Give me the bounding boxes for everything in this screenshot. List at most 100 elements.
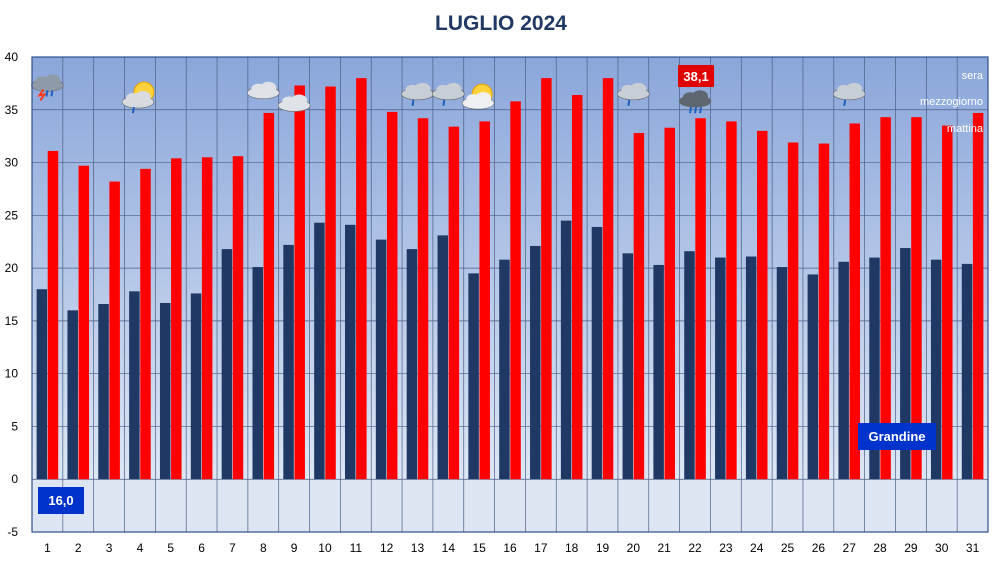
bar-max-temp [356,78,367,480]
bar-max-temp [633,133,645,480]
bar-min-temp [591,226,603,480]
bar-min-temp [900,248,911,480]
bar-max-temp [757,130,768,480]
x-tick-label: 18 [565,541,579,555]
bar-max-temp [849,123,861,480]
bar-max-temp [972,112,984,480]
min-value-label: 16,0 [48,493,73,508]
bar-max-temp [695,118,706,480]
bar-min-temp [869,257,880,480]
sun-cloud-icon [461,83,495,110]
y-tick-label: 15 [5,314,19,328]
x-tick-label: 9 [291,541,298,555]
bar-max-temp [47,150,59,480]
bar-min-temp [159,302,171,480]
bar-min-temp [838,261,849,480]
bar-min-temp [437,235,449,480]
rain-cloud-icon [401,82,434,106]
bar-min-temp [745,256,757,480]
bar-max-temp [78,165,90,480]
hail-note-badge [858,423,936,450]
cloud-icon [246,81,280,100]
bar-min-temp [67,310,78,480]
bar-min-temp [221,249,233,480]
bar-min-temp [930,259,942,480]
x-tick-label: 5 [167,541,174,555]
x-tick-label: 1 [44,541,51,555]
bar-max-temp [664,127,675,480]
x-tick-label: 10 [318,541,332,555]
x-tick-label: 25 [781,541,795,555]
bar-min-temp [129,291,140,480]
cloud-icon [277,94,311,112]
sun-cloud-rain-icon [121,81,155,114]
bar-min-temp [468,273,479,480]
x-tick-label: 3 [106,541,113,555]
bar-max-temp [325,86,336,480]
plot-border [31,56,989,533]
bar-max-temp [448,126,460,480]
y-tick-label: -5 [7,525,18,539]
bar-max-temp [571,95,583,480]
bar-min-temp [499,259,510,480]
bar-min-temp [345,224,356,480]
y-tick-label: 20 [5,261,19,275]
x-tick-label: 16 [503,541,517,555]
x-tick-label: 19 [596,541,610,555]
bar-max-temp [479,121,490,480]
x-tick-label: 13 [411,541,425,555]
bar-max-temp [263,112,275,480]
bar-max-temp [510,101,521,480]
hail-note-label: Grandine [868,429,925,444]
bar-max-temp [541,78,552,480]
bar-max-temp [726,121,737,480]
max-value-badge [678,65,715,87]
bar-min-temp [715,257,726,480]
rain-cloud-icon [617,82,650,106]
bar-max-temp [818,143,830,480]
bar-min-temp [622,253,634,480]
bar-max-temp [171,158,182,480]
y-tick-label: 40 [5,50,19,64]
bar-min-temp [530,245,541,480]
max-value-label: 38,1 [683,69,708,84]
min-value-badge [38,487,84,514]
x-tick-label: 8 [260,541,267,555]
bar-min-temp [314,222,325,480]
bar-max-temp [201,157,213,480]
x-tick-label: 21 [658,541,672,555]
bar-max-temp [911,117,922,480]
bar-max-temp [232,156,244,480]
bar-min-temp [283,244,294,480]
bar-min-temp [252,267,263,480]
x-tick-label: 28 [873,541,887,555]
bar-min-temp [36,289,48,480]
x-tick-label: 29 [904,541,918,555]
x-tick-label: 22 [688,541,702,555]
x-tick-label: 4 [137,541,144,555]
bar-max-temp [787,142,799,480]
bar-min-temp [807,274,819,480]
bar-min-temp [776,267,788,480]
y-tick-label: 0 [11,472,18,486]
bar-min-temp [684,251,695,480]
x-tick-label: 2 [75,541,82,555]
bar-max-temp [140,168,151,480]
x-tick-label: 11 [350,541,363,555]
y-tick-label: 10 [5,367,19,381]
bar-max-temp [880,117,891,480]
x-tick-label: 23 [719,541,733,555]
x-tick-label: 14 [442,541,456,555]
bar-max-temp [386,111,398,480]
x-tick-label: 12 [380,541,394,555]
x-tick-label: 6 [198,541,205,555]
y-tick-label: 5 [11,419,18,433]
bar-max-temp [109,181,120,480]
x-tick-label: 7 [229,541,236,555]
legend-label: sera [962,70,984,82]
chart-title: LUGLIO 2024 [435,12,567,35]
bar-min-temp [406,249,418,480]
x-tick-label: 17 [534,541,548,555]
x-tick-label: 31 [966,541,980,555]
